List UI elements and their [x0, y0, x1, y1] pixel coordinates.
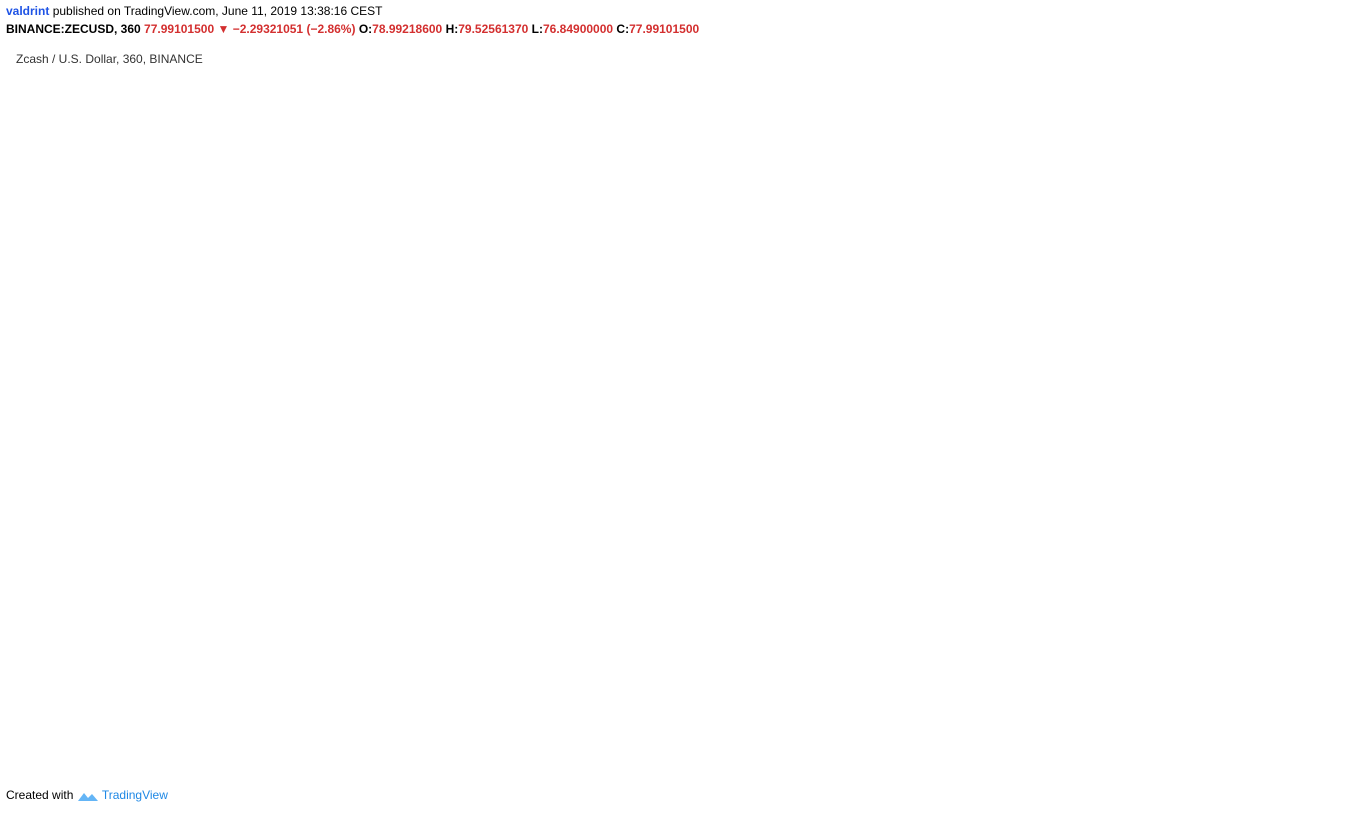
brand: TradingView: [101, 788, 168, 802]
header-line: valdrint published on TradingView.com, J…: [6, 4, 382, 18]
quote-value: 78.99218600: [372, 22, 443, 36]
chart-legend: Zcash / U.S. Dollar, 360, BINANCE: [16, 52, 203, 66]
created-with: Created with: [6, 788, 74, 802]
logo: [77, 792, 98, 801]
quote-label: O:: [358, 22, 373, 36]
last-price: 77.99101500: [144, 22, 215, 36]
author: valdrint: [6, 4, 50, 18]
change-arrow: ▼: [217, 22, 230, 36]
quote-value: 76.84900000: [543, 22, 614, 36]
quote-label: L:: [531, 22, 543, 36]
published: published on TradingView.com, June 11, 2…: [52, 4, 383, 18]
symbol: BINANCE:ZECUSD, 360: [6, 22, 141, 36]
quote-value: 79.52561370: [458, 22, 529, 36]
quote-label: C:: [616, 22, 630, 36]
quote-line: BINANCE:ZECUSD, 360 77.99101500 ▼ −2.293…: [6, 22, 699, 36]
footer: Created with TradingView: [6, 788, 168, 802]
quote-value: 77.99101500: [629, 22, 700, 36]
change: −2.29321051 (−2.86%): [232, 22, 356, 36]
quote-label: H:: [445, 22, 459, 36]
